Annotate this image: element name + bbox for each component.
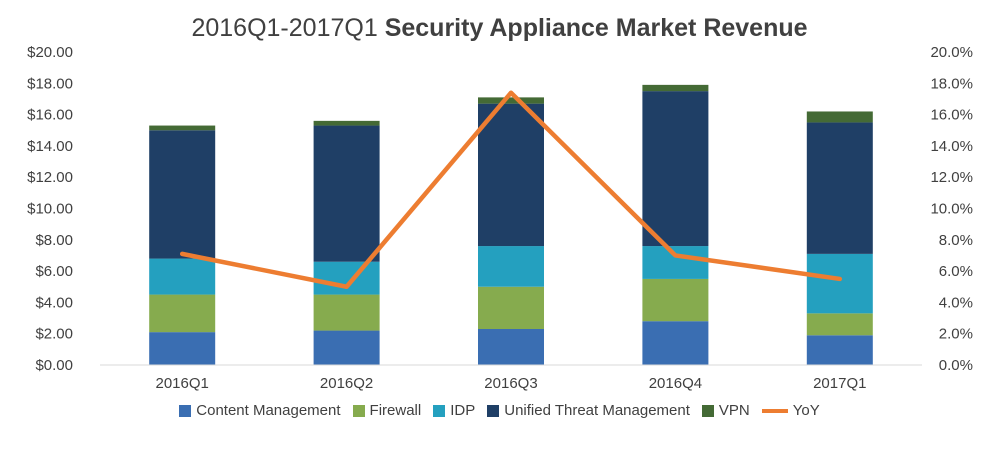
legend-label: Content Management <box>196 402 341 419</box>
bar-segment <box>642 91 709 247</box>
y-right-tick-label: 20.0% <box>930 44 973 61</box>
y-right-tick-label: 12.0% <box>930 169 973 186</box>
bar-segment <box>806 122 873 254</box>
bar-segment <box>313 294 380 331</box>
y-right-tick-label: 2.0% <box>939 326 973 343</box>
bar-segment <box>642 321 709 365</box>
y-left-tick-label: $2.00 <box>35 326 73 343</box>
y-right-tick-label: 4.0% <box>939 294 973 311</box>
legend-label: VPN <box>718 402 750 419</box>
legend-swatch <box>179 404 192 417</box>
bar-segment <box>806 111 873 123</box>
x-tick-label: 2016Q1 <box>156 375 209 392</box>
y-right-tick-label: 0.0% <box>939 357 973 374</box>
y-left-tick-label: $16.00 <box>27 107 73 124</box>
y-left-tick-label: $20.00 <box>27 44 73 61</box>
bar-segment <box>642 278 709 322</box>
legend-item: IDP <box>433 402 475 419</box>
y-left-tick-label: $10.00 <box>27 201 73 218</box>
bar-segment <box>806 313 873 336</box>
legend-item: VPN <box>701 402 750 419</box>
bar-segment <box>642 84 709 92</box>
bar-segment <box>149 294 216 333</box>
bar-segment <box>149 332 216 365</box>
legend-item: Content Management <box>179 402 341 419</box>
y-left-tick-label: $12.00 <box>27 169 73 186</box>
x-tick-label: 2016Q3 <box>484 375 537 392</box>
legend-item: Unified Threat Management <box>487 402 690 419</box>
y-left-tick-label: $14.00 <box>27 138 73 155</box>
bar-segment <box>478 329 544 365</box>
legend-swatch <box>352 404 365 417</box>
bar-segment <box>313 261 380 295</box>
bar-segment <box>149 125 216 131</box>
bar-segment <box>149 258 216 295</box>
y-left-tick-label: $4.00 <box>35 294 73 311</box>
bar-segment <box>313 330 380 365</box>
bar-segment <box>642 246 709 279</box>
legend-item: YoY <box>761 402 820 419</box>
bar-segment <box>313 120 380 126</box>
legend-swatch <box>433 404 446 417</box>
bar-segment <box>806 253 873 314</box>
y-left-tick-label: $0.00 <box>35 357 73 374</box>
bar-segment <box>478 97 544 104</box>
bar-segment <box>478 246 544 287</box>
legend-label: Unified Threat Management <box>504 402 690 419</box>
y-left-tick-label: $6.00 <box>35 263 73 280</box>
legend-item: Firewall <box>352 402 422 419</box>
legend-label: IDP <box>450 402 476 419</box>
y-right-tick-label: 18.0% <box>930 75 973 92</box>
chart-title-prefix: 2016Q1-2017Q1 <box>191 14 378 42</box>
legend-line-swatch <box>761 408 788 413</box>
x-tick-label: 2016Q4 <box>649 375 702 392</box>
y-right-tick-label: 14.0% <box>930 138 973 155</box>
chart-legend: Content Management Firewall IDP Unified Thr… <box>0 402 999 419</box>
bar-segment <box>313 125 380 262</box>
yoy-line <box>179 90 843 289</box>
y-right-tick-label: 16.0% <box>930 107 973 124</box>
bar-segment <box>806 335 873 365</box>
y-left-tick-label: $18.00 <box>27 75 73 92</box>
legend-label: Firewall <box>369 402 422 419</box>
x-tick-label: 2017Q1 <box>813 375 866 392</box>
bar-segment <box>478 286 544 330</box>
chart-title-main: Security Appliance Market Revenue <box>384 14 808 42</box>
y-right-tick-label: 8.0% <box>939 232 973 249</box>
legend-swatch <box>701 404 714 417</box>
y-right-tick-label: 6.0% <box>939 263 973 280</box>
y-left-tick-label: $8.00 <box>35 232 73 249</box>
legend-swatch <box>487 404 500 417</box>
x-tick-label: 2016Q2 <box>320 375 373 392</box>
chart-title: 2016Q1-2017Q1 Security Appliance Market … <box>0 14 999 43</box>
legend-label: YoY <box>792 402 820 419</box>
bar-segment <box>149 130 216 259</box>
chart-plot: $0.00 $2.00 $4.00 $6.00 $8.00 $10.00 $12.00 $14… <box>27 44 973 392</box>
bar-segment <box>478 103 544 247</box>
y-right-tick-label: 10.0% <box>930 201 973 218</box>
